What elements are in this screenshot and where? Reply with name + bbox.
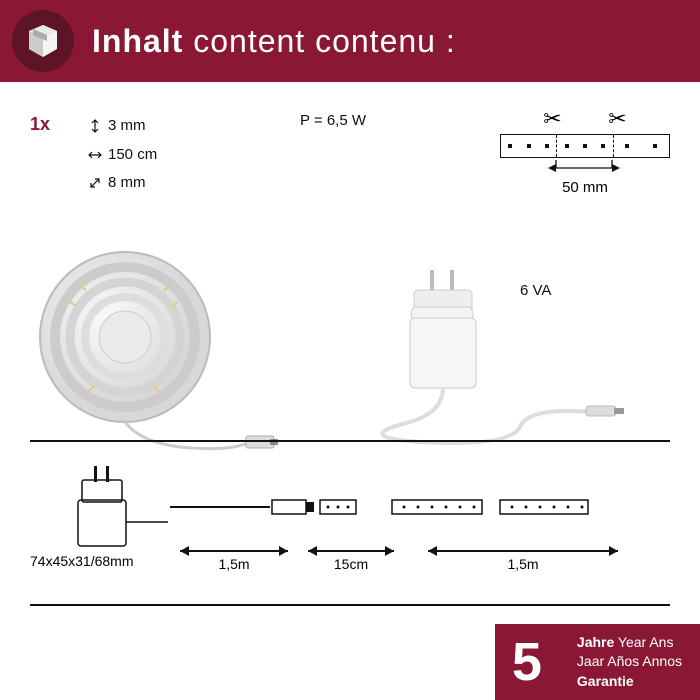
header-bar: Inhalt content contenu : bbox=[0, 0, 700, 82]
chain-connector-icon bbox=[270, 492, 360, 522]
strip-length: 1,5m bbox=[428, 556, 618, 572]
cable1-length: 1,5m bbox=[180, 556, 288, 572]
dim-height: 3 mm bbox=[88, 112, 157, 141]
warranty-l1-rest: Year Ans bbox=[614, 634, 673, 650]
dimensions-block: 3 mm 150 cm 8 mm bbox=[88, 112, 157, 198]
psu-dims-label: 74x45x31/68mm bbox=[30, 553, 180, 569]
cut-spacing-label: 50 mm bbox=[500, 179, 670, 196]
power-label: P = 6,5 W bbox=[300, 112, 366, 129]
warranty-l1-bold: Jahre bbox=[577, 634, 614, 650]
dim-width-value: 8 mm bbox=[108, 169, 146, 198]
warranty-l2: Jaar Años Annos bbox=[577, 652, 682, 672]
title-rest: content contenu : bbox=[183, 23, 455, 59]
led-roll-image bbox=[30, 242, 280, 462]
chain-strip-icon bbox=[390, 492, 590, 522]
divider-line bbox=[30, 440, 670, 442]
dim-width: 8 mm bbox=[88, 169, 157, 198]
scissor-icon: ✂ bbox=[543, 106, 561, 132]
warranty-badge: 5 Jahre Year Ans Jaar Años Annos Garanti… bbox=[495, 624, 700, 700]
connection-chain bbox=[40, 462, 660, 552]
header-title: Inhalt content contenu : bbox=[92, 23, 456, 60]
cut-bracket bbox=[500, 158, 670, 172]
warranty-l3: Garantie bbox=[577, 673, 634, 689]
warranty-years: 5 bbox=[495, 624, 559, 700]
connector-length: 15cm bbox=[308, 556, 394, 572]
dim-length: 150 cm bbox=[88, 141, 157, 170]
chain-measure-row: 74x45x31/68mm 1,5m 15cm 1,5m bbox=[30, 550, 670, 572]
chain-psu-icon bbox=[40, 462, 170, 552]
dim-height-value: 3 mm bbox=[108, 112, 146, 141]
scissor-icon: ✂ bbox=[608, 106, 626, 132]
box-icon bbox=[12, 10, 74, 72]
dim-length-value: 150 cm bbox=[108, 141, 157, 170]
divider-line-2 bbox=[30, 604, 670, 606]
cut-strip bbox=[500, 134, 670, 158]
warranty-text: Jahre Year Ans Jaar Años Annos Garantie bbox=[559, 624, 700, 700]
title-bold: Inhalt bbox=[92, 23, 183, 59]
quantity-label: 1x bbox=[30, 114, 50, 135]
adapter-va-label: 6 VA bbox=[520, 282, 551, 299]
scissors-row: ✂ ✂ bbox=[500, 106, 670, 132]
cut-diagram: ✂ ✂ 50 mm bbox=[500, 106, 670, 196]
